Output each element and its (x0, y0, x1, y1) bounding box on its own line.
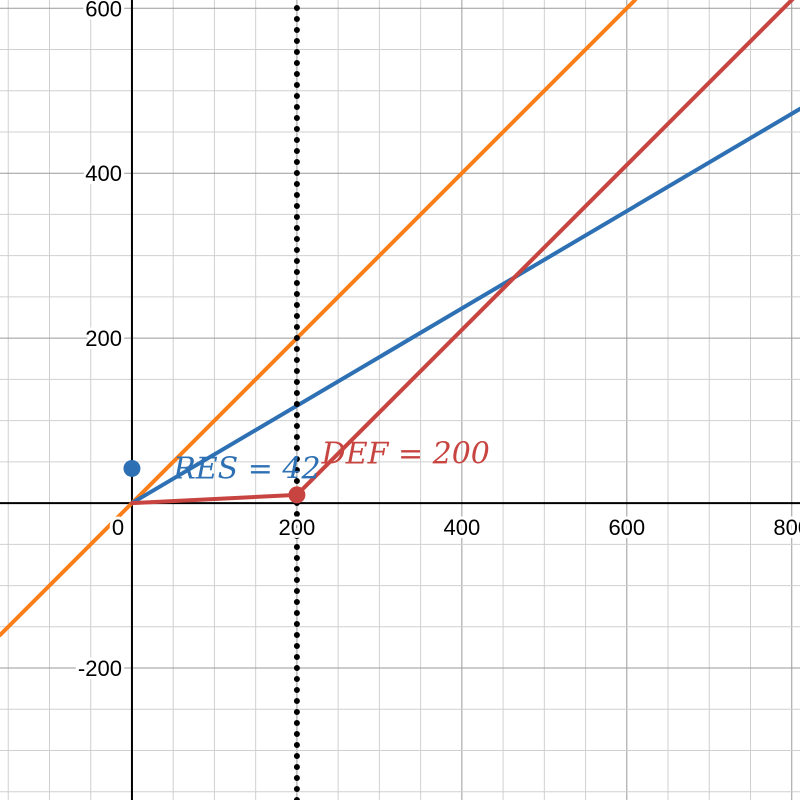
y-tick-label: -200 (78, 656, 122, 681)
y-tick-label: 200 (85, 326, 122, 351)
series-line-1 (0, 0, 638, 638)
y-tick-label: 400 (85, 161, 122, 186)
data-point-1[interactable] (123, 459, 141, 477)
x-tick-label: 800 (773, 515, 800, 540)
annotation-label-2: DEF = 200 (321, 437, 490, 472)
data-point-2[interactable] (288, 486, 306, 504)
x-tick-label: 200 (279, 515, 316, 540)
x-tick-label: 600 (608, 515, 645, 540)
annotations: RES = 42 DEF = 200 (172, 437, 490, 487)
series-line-2 (129, 106, 800, 506)
tick-labels: 0 200 400 600 800 -200 200 400 600 (75, 0, 800, 684)
annotation-label-1: RES = 42 (172, 451, 320, 486)
series-line-3 (129, 0, 795, 506)
x-tick-label: 0 (112, 515, 124, 540)
data-points[interactable] (123, 459, 306, 504)
y-tick-label: 600 (85, 0, 122, 21)
x-tick-label: 400 (443, 515, 480, 540)
